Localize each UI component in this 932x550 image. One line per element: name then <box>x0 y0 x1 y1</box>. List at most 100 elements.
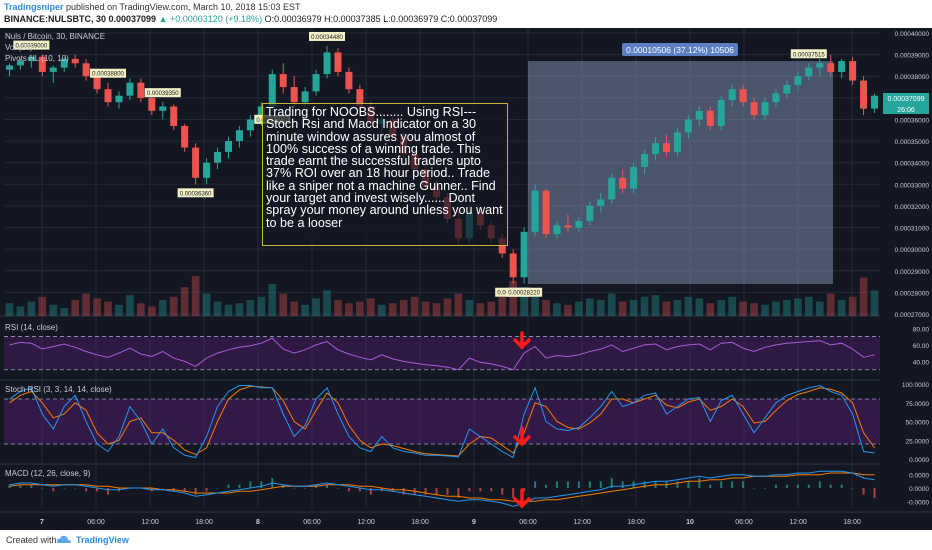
tradingview-cloud-icon <box>56 535 71 543</box>
stoch-k-line <box>9 384 875 459</box>
macd-hist-bar <box>643 481 646 488</box>
last-price: 0.00037099 <box>888 96 925 103</box>
volume-bar <box>191 276 200 316</box>
main-legend[interactable]: Nuls / Bitcoin, 30, BINANCE <box>5 32 106 41</box>
rsi-tick: 40.00 <box>913 359 930 366</box>
volume-bar <box>432 303 441 316</box>
time-tick: 18:00 <box>627 519 645 526</box>
last-price-tag: 0.00037099 26:06 <box>883 93 929 114</box>
stoch-legend[interactable]: Stoch RSI (3, 3, 14, 14, close) <box>5 385 112 394</box>
macd-hist-bar <box>369 488 372 495</box>
volume-bar <box>71 300 80 316</box>
price-tick: 0.00038000 <box>895 74 930 81</box>
candle-body <box>860 80 868 109</box>
volume-bar <box>180 287 189 316</box>
candle-body <box>849 61 857 81</box>
candle-body <box>16 61 24 66</box>
candle-body <box>192 147 200 178</box>
rsi-pane <box>4 336 880 371</box>
chart-canvas[interactable]: 0.00039000 0.00038800 0.00039350 0.00036360… <box>0 28 932 530</box>
candle-body <box>279 74 287 88</box>
candle-body <box>673 132 681 152</box>
publish-header: Tradingsniper published on TradingView.c… <box>0 0 932 28</box>
candle-body <box>564 225 572 228</box>
macd-hist-bar <box>785 484 788 488</box>
candle-body <box>520 231 528 278</box>
volume-bar <box>640 296 649 316</box>
macd-hist-bar <box>326 484 329 488</box>
macd-hist-bar <box>358 488 361 492</box>
pivot-label-text: 0.00039350 <box>147 91 179 97</box>
candle-body <box>542 190 550 235</box>
volume-bar <box>465 300 474 316</box>
time-tick: 12:00 <box>789 519 807 526</box>
pivots-legend[interactable]: Pivots HL (10, 10) <box>5 54 69 63</box>
created-with: Created with <box>6 535 57 545</box>
stoch-tick: 25.0000 <box>906 438 930 445</box>
rsi-legend[interactable]: RSI (14, close) <box>5 323 58 332</box>
price-tick: 0.00033000 <box>895 182 930 189</box>
macd-hist-bar <box>336 488 339 489</box>
macd-hist-bar <box>424 488 427 495</box>
pivot-label: 0.00034480 <box>309 31 346 41</box>
pivot-label: 0.00037515 <box>790 49 827 59</box>
volume-bar <box>859 277 868 316</box>
author-link[interactable]: Tradingsniper <box>4 2 64 12</box>
candle-body <box>695 110 703 120</box>
chart-area[interactable]: 0.00039000 0.00038800 0.00039350 0.00036360… <box>0 28 932 530</box>
volume-bar <box>848 296 857 316</box>
tradingview-logo[interactable]: TradingView <box>76 535 129 545</box>
macd-hist-bar <box>205 488 208 492</box>
volume-bar <box>257 296 266 316</box>
trading-note[interactable]: Trading for NOOBS........ Using RSI--- S… <box>262 103 508 246</box>
volume-bar <box>684 296 693 316</box>
candle-body <box>586 205 594 222</box>
time-tick: 06:00 <box>735 519 753 526</box>
candle-body <box>126 82 134 96</box>
macd-hist-bar <box>249 481 252 488</box>
candle-body <box>345 71 353 90</box>
macd-hist-bar <box>63 488 66 489</box>
price-tick: 0.00027000 <box>895 312 930 319</box>
candle-body <box>181 125 189 148</box>
macd-hist-bar <box>720 481 723 488</box>
candle-body <box>575 221 583 228</box>
time-tick: 06:00 <box>87 519 105 526</box>
volume-bar <box>662 301 671 316</box>
volume-bar <box>104 301 112 316</box>
stoch-rsi-pane <box>4 384 880 459</box>
volume-bar <box>673 300 682 316</box>
macd-hist-bar <box>687 481 690 488</box>
volume-bar <box>27 301 36 316</box>
pivot-label: 0.00036360 <box>177 188 214 198</box>
candle-body <box>356 89 364 107</box>
macd-hist-bar <box>873 488 876 498</box>
volume-bar <box>826 293 835 316</box>
volume-bar <box>49 304 58 316</box>
volume-bar <box>356 301 364 316</box>
candle-body <box>235 130 243 142</box>
macd-hist-bar <box>8 484 11 488</box>
candle-body <box>553 225 561 235</box>
rsi-line <box>9 337 875 371</box>
volume-bar <box>870 290 879 316</box>
candle-body <box>257 106 265 120</box>
volume-bar <box>575 301 583 316</box>
stoch-tick: 50.0000 <box>906 420 930 427</box>
macd-hist-bar <box>862 488 865 495</box>
pivot-label: 0.00039000 <box>13 40 50 50</box>
candle-body <box>27 56 35 62</box>
volume-bar <box>213 301 222 316</box>
macd-legend[interactable]: MACD (12, 26, close, 9) <box>5 469 91 478</box>
time-tick: 06:00 <box>303 519 321 526</box>
macd-hist-bar <box>74 488 77 489</box>
candle-body <box>816 63 824 68</box>
volume-bar <box>739 301 747 316</box>
candle-body <box>93 76 101 90</box>
macd-hist-bar <box>774 484 777 488</box>
volume-legend[interactable]: Vol (20) <box>5 43 33 52</box>
volume-bar <box>421 301 430 316</box>
macd-hist-bar <box>490 488 493 492</box>
macd-hist-bar <box>260 481 263 488</box>
pivot-label-bg <box>309 31 346 41</box>
